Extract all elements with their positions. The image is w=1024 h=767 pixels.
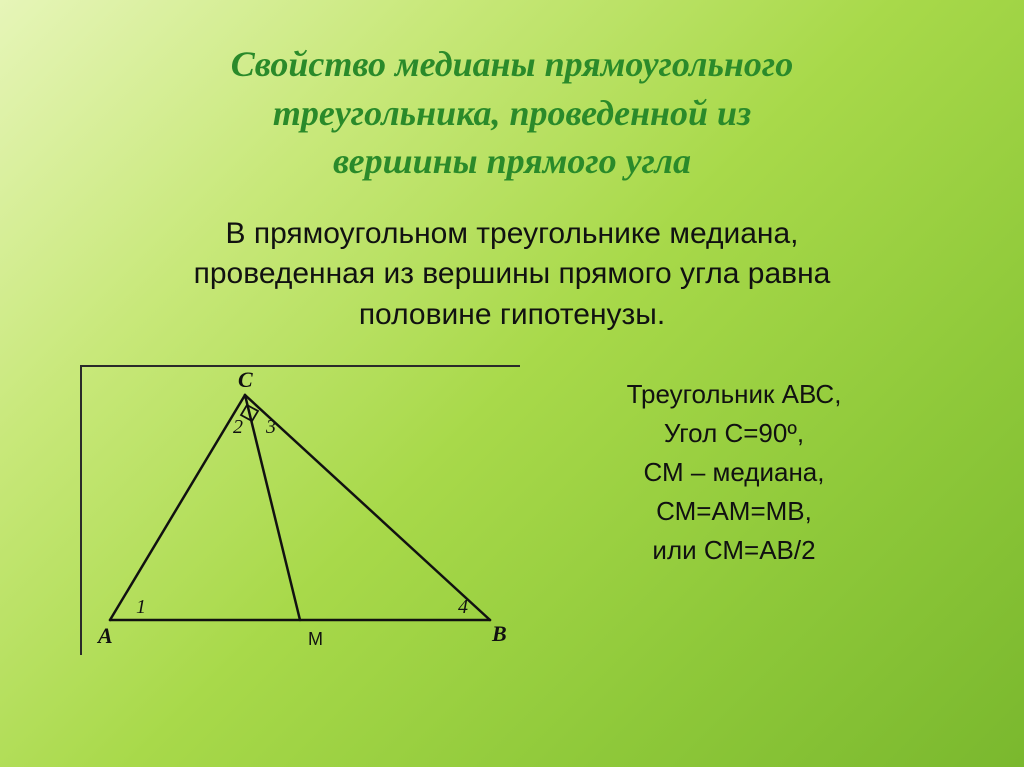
- given-line-2: Угол С=90º,: [524, 414, 944, 453]
- theorem-line-3: половине гипотенузы.: [60, 295, 964, 336]
- svg-text:2: 2: [233, 416, 243, 438]
- given-line-3: СМ – медиана,: [524, 453, 944, 492]
- lower-row: A B C М 1 23 4 Треугольник АВС, Угол С=90º, СМ…: [60, 365, 964, 655]
- diagram-border: [81, 366, 520, 655]
- title-block: Свойство медианы прямоугольного треуголь…: [60, 40, 964, 186]
- theorem-text: В прямоугольном треугольнике медиана, пр…: [60, 214, 964, 336]
- triangle-diagram: A B C М 1 23 4: [80, 365, 520, 655]
- title-line-1: Свойство медианы прямоугольного: [60, 40, 964, 89]
- given-line-5: или СМ=АВ/2: [524, 531, 944, 570]
- slide-container: Свойство медианы прямоугольного треуголь…: [0, 0, 1024, 767]
- svg-text:A: A: [96, 623, 113, 648]
- svg-text:C: C: [238, 367, 253, 392]
- title-line-2: треугольника, проведенной из: [60, 89, 964, 138]
- given-line-4: СМ=АМ=МВ,: [524, 492, 944, 531]
- triangle-svg: A B C М 1 23 4: [80, 365, 520, 655]
- theorem-line-1: В прямоугольном треугольнике медиана,: [60, 214, 964, 255]
- svg-text:М: М: [308, 629, 323, 649]
- svg-text:3: 3: [265, 416, 276, 438]
- given-block: Треугольник АВС, Угол С=90º, СМ – медиан…: [524, 365, 944, 570]
- theorem-line-2: проведенная из вершины прямого угла равн…: [60, 254, 964, 295]
- title-line-3: вершины прямого угла: [60, 137, 964, 186]
- svg-text:B: B: [491, 621, 507, 646]
- svg-text:4: 4: [458, 596, 468, 618]
- geometry-group: A B C М 1 23 4: [96, 367, 507, 649]
- svg-text:1: 1: [136, 596, 146, 618]
- given-line-1: Треугольник АВС,: [524, 375, 944, 414]
